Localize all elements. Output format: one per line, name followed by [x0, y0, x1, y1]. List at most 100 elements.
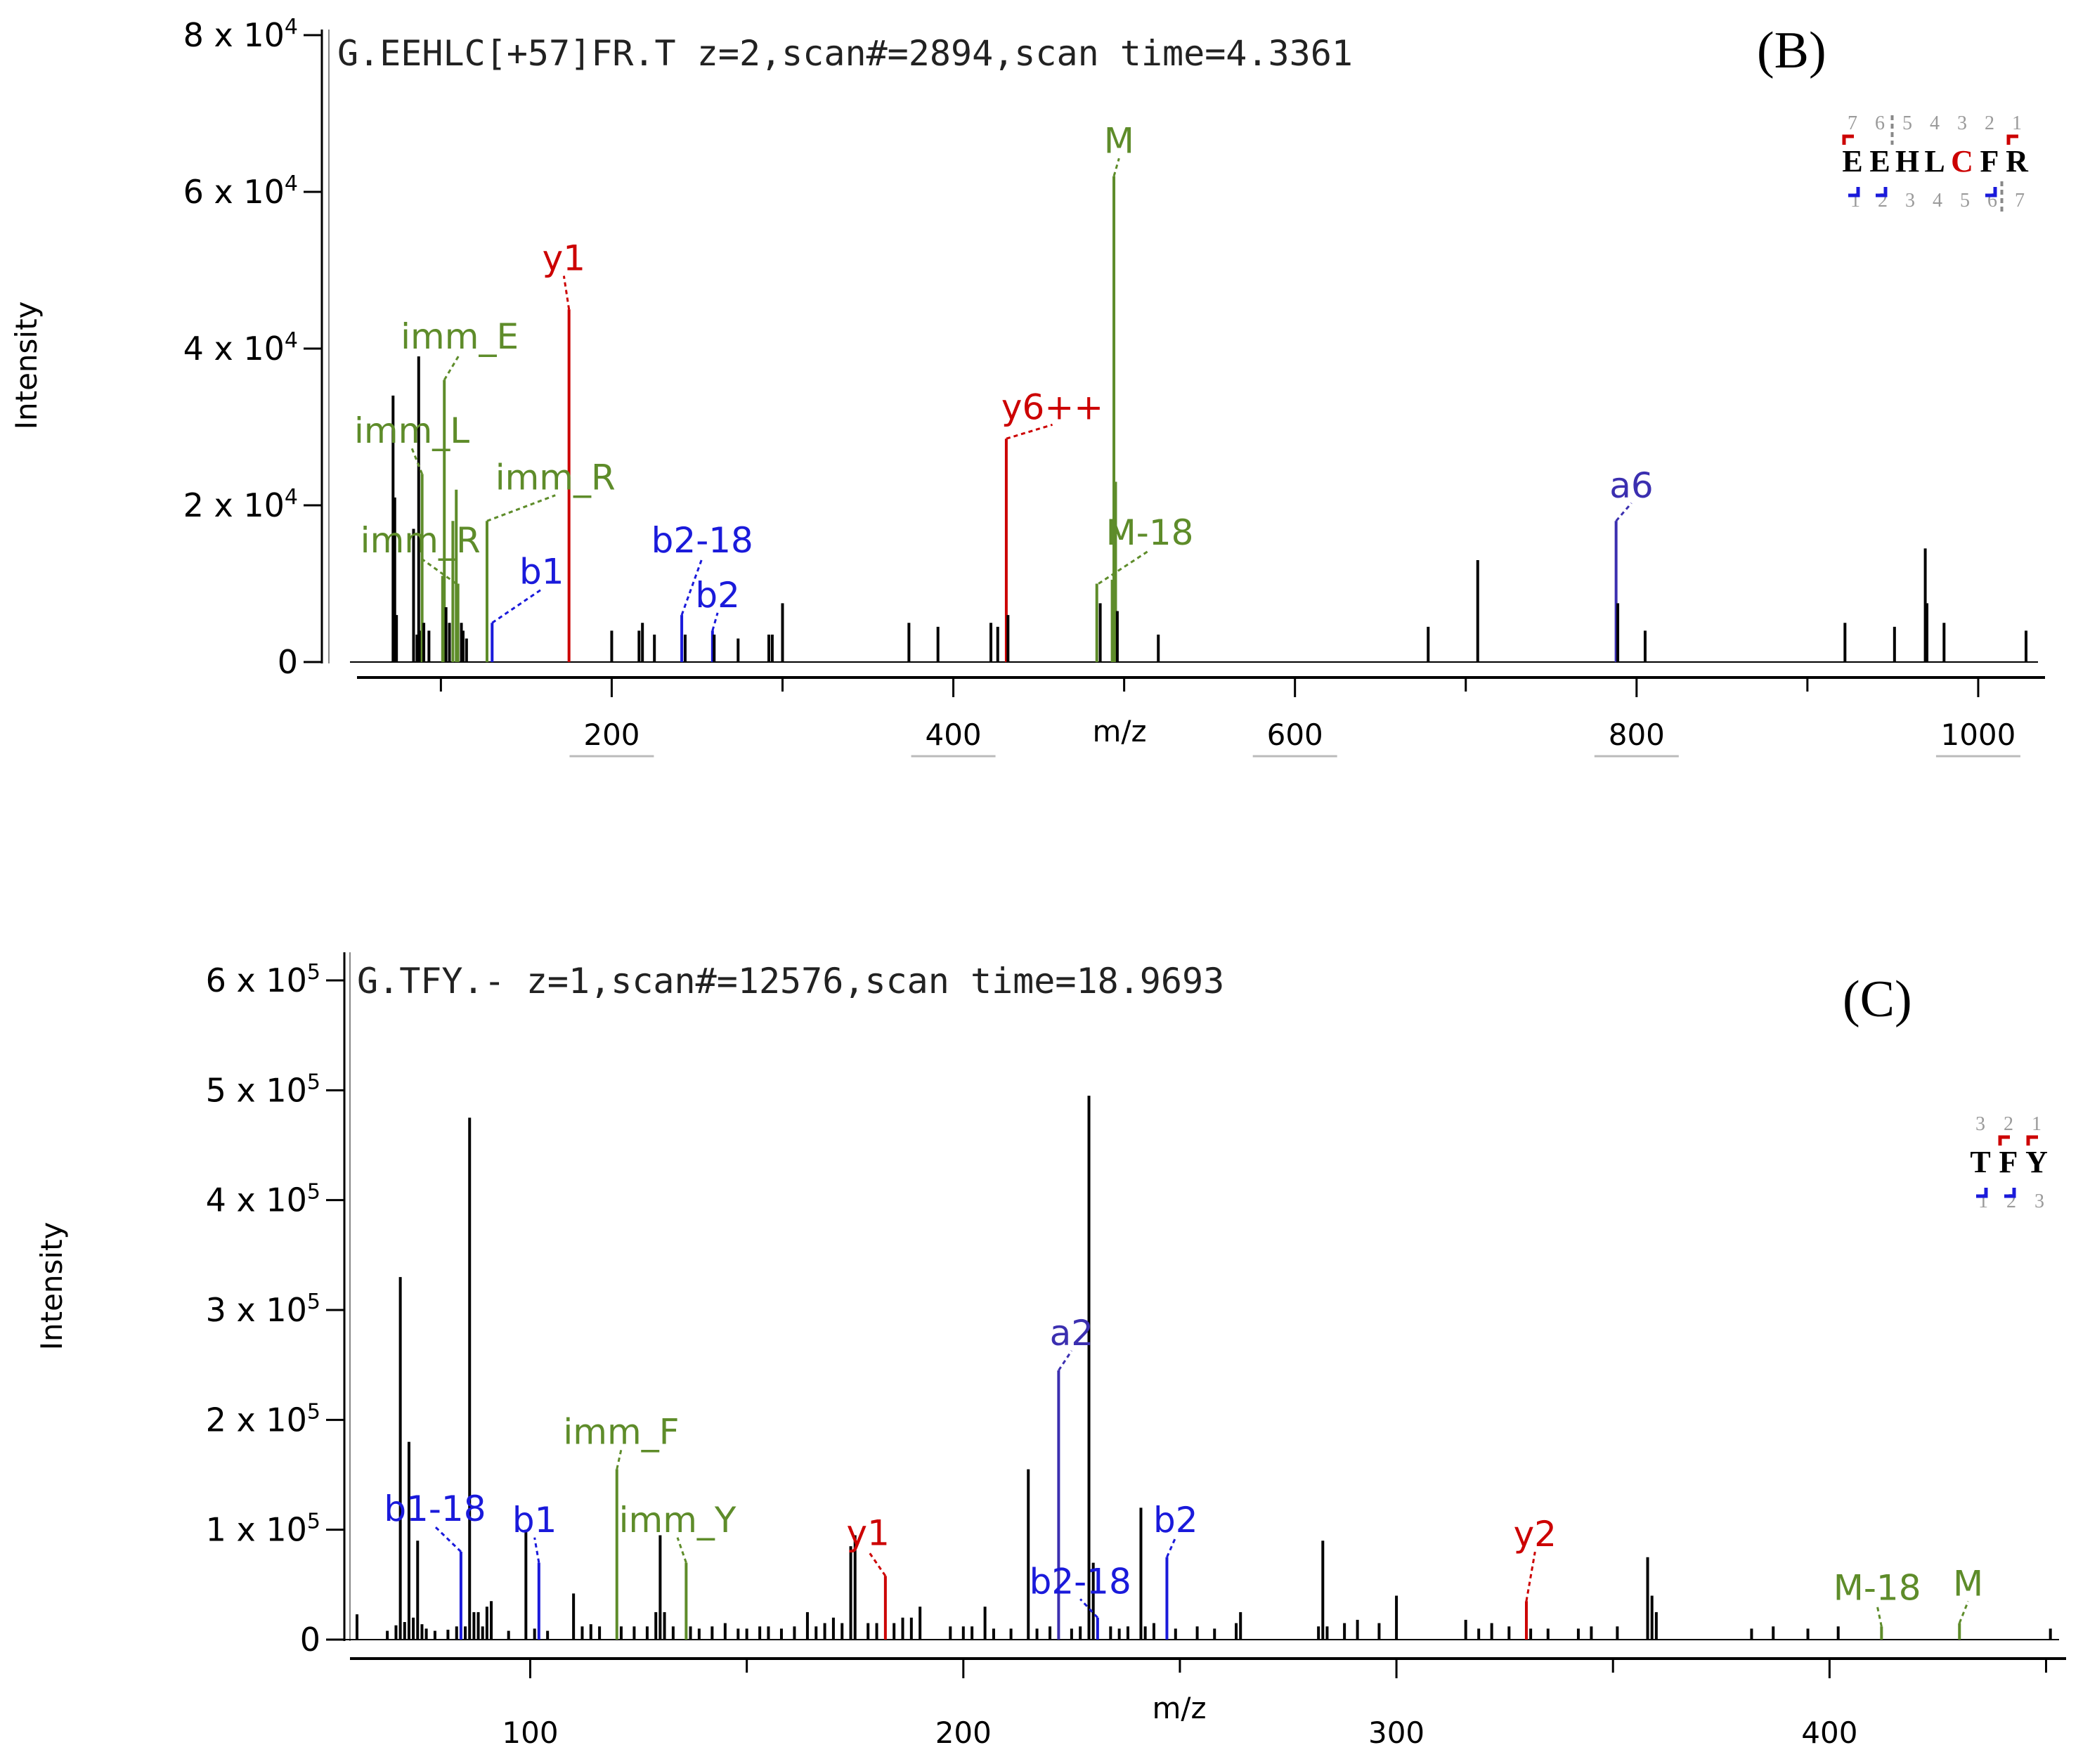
annotation-leader	[1958, 1600, 1969, 1624]
y-ion-bracket	[2006, 134, 2018, 145]
x-tick-label: 200	[583, 718, 640, 752]
annotation-label: y1	[847, 1513, 890, 1554]
panel-c-ylabel: Intensity	[34, 1222, 69, 1351]
sequence-residue: H	[1895, 144, 1919, 179]
x-tick-label: 300	[1368, 1716, 1424, 1750]
x-tick-label: 800	[1609, 718, 1665, 752]
panel-c-axes: 0 1 x 105 2 x 105 3 x 105 4 x 105 5 x 105 6 x …	[206, 952, 2066, 1750]
y-tick-label: 1 x 105	[206, 1510, 320, 1549]
sequence-top-number: 3	[1957, 112, 1967, 134]
b-ion-bracket	[1876, 187, 1888, 197]
sequence-bottom-number: 4	[1933, 190, 1942, 212]
panel-c-xlabel: m/z	[1152, 1691, 1206, 1725]
annotation-label: imm_R	[361, 520, 481, 561]
spectrum-panel-b: 0 2 x 104 4 x 104 6 x 104 8 x 104 200 400 600 80…	[9, 15, 2045, 758]
x-tick-label: 400	[925, 718, 981, 752]
b-ion-bracket	[2004, 1188, 2016, 1198]
panel-b-axes: 0 2 x 104 4 x 104 6 x 104 8 x 104 200 400 600 80…	[183, 15, 2045, 758]
annotation-label: a2	[1050, 1313, 1093, 1354]
sequence-top-number: 4	[1930, 112, 1940, 134]
sequence-top-number: 1	[2012, 112, 2022, 134]
sequence-bottom-number: 7	[2015, 190, 2025, 212]
panel-c-annotations: b1-18 b1 imm_F imm_Y y1 a2 b2-18 b2 y2 M-18 M	[384, 1313, 1983, 1627]
y-tick-label: 0	[300, 1621, 320, 1659]
annotation-leader	[1112, 157, 1120, 177]
sequence-residue: R	[2006, 144, 2029, 179]
panel-b-peaks	[391, 176, 2027, 662]
x-tick-label: 100	[502, 1716, 558, 1750]
annotation-leader	[1876, 1605, 1883, 1627]
panel-b-tag: (B)	[1757, 22, 1826, 79]
sequence-top-number: 1	[2032, 1113, 2042, 1135]
annotation-label: a6	[1609, 465, 1653, 506]
sequence-residue: F	[1999, 1145, 2018, 1179]
annotation-label: imm_L	[354, 410, 469, 451]
sequence-top-number: 7	[1848, 112, 1857, 134]
annotation-label: M-18	[1833, 1568, 1921, 1609]
annotation-label: b2-18	[651, 520, 753, 561]
b-ion-bracket	[1976, 1188, 1988, 1198]
sequence-residue: E	[1869, 144, 1890, 179]
annotation-label: y2	[1514, 1514, 1557, 1555]
annotation-leader	[1166, 1537, 1177, 1558]
y-tick-label: 8 x 104	[183, 15, 298, 54]
panel-c-title: G.TFY.- z=1,scan#=12576,scan time=18.969…	[357, 961, 1224, 1001]
sequence-residue: E	[1842, 144, 1862, 179]
y-tick-label: 6 x 104	[183, 171, 298, 211]
spectrum-panel-c: 0 1 x 105 2 x 105 3 x 105 4 x 105 5 x 105 6 x …	[34, 952, 2066, 1750]
y-tick-label: 6 x 105	[206, 960, 320, 999]
annotation-leader	[434, 1526, 462, 1553]
annotation-leader	[711, 612, 719, 631]
sequence-residue: L	[1924, 144, 1945, 179]
sequence-top-number: 6	[1875, 112, 1885, 134]
x-tick-label: 600	[1267, 718, 1323, 752]
annotation-label: M-18	[1106, 512, 1194, 553]
y-ion-bracket	[2026, 1135, 2038, 1146]
sequence-top-number: 5	[1902, 112, 1912, 134]
annotation-label: b1	[519, 552, 564, 592]
annotation-label: b2	[1153, 1500, 1198, 1541]
annotation-leader	[866, 1550, 887, 1577]
annotation-label: imm_E	[401, 316, 519, 357]
annotation-label: imm_F	[563, 1412, 679, 1453]
x-tick-label: 1000	[1940, 718, 2016, 752]
sequence-bottom-number: 3	[2034, 1191, 2044, 1212]
y-tick-label: 0	[278, 643, 298, 681]
annotation-leader	[616, 1449, 623, 1470]
annotation-leader	[1525, 1551, 1536, 1602]
panel-c-tag: (C)	[1843, 971, 1912, 1028]
panel-b-title: G.EEHLC[+57]FR.T z=2,scan#=2894,scan tim…	[337, 33, 1353, 74]
panel-b-annotations: y1 y6++ M M-18 imm_E imm_L imm_R imm_R b1 b2-18 b2…	[354, 120, 1654, 631]
sequence-top-number: 3	[1975, 1113, 1985, 1135]
panel-c-peaks	[356, 1096, 2052, 1640]
sequence-top-number: 2	[2004, 1113, 2013, 1135]
annotation-label: b1-18	[384, 1489, 486, 1529]
annotation-label: y6++	[1001, 387, 1103, 427]
y-tick-label: 5 x 105	[206, 1070, 320, 1109]
y-ion-bracket	[1842, 134, 1854, 145]
annotation-leader	[1615, 502, 1633, 522]
annotation-leader	[443, 354, 461, 381]
annotation-leader	[491, 588, 543, 624]
annotation-label: b2-18	[1030, 1561, 1131, 1602]
panel-b-xlabel: m/z	[1092, 714, 1146, 748]
sequence-residue: Y	[2025, 1145, 2048, 1179]
x-tick-label: 200	[935, 1716, 992, 1750]
annotation-label: b2	[695, 575, 740, 616]
y-tick-label: 2 x 104	[183, 485, 298, 524]
annotation-leader	[1058, 1350, 1073, 1371]
sequence-residue: F	[1980, 144, 1999, 179]
y-tick-label: 2 x 105	[206, 1399, 320, 1439]
x-tick-label: 400	[1801, 1716, 1857, 1750]
annotation-leader	[1006, 423, 1053, 440]
annotation-label: imm_R	[495, 458, 616, 498]
y-tick-label: 4 x 104	[183, 328, 298, 368]
y-ion-bracket	[1998, 1135, 2010, 1146]
annotation-label: imm_Y	[619, 1500, 736, 1541]
sequence-residue: T	[1970, 1145, 1990, 1179]
annotation-label: y1	[543, 238, 585, 279]
annotation-label: M	[1953, 1563, 1983, 1604]
y-tick-label: 4 x 105	[206, 1180, 320, 1219]
